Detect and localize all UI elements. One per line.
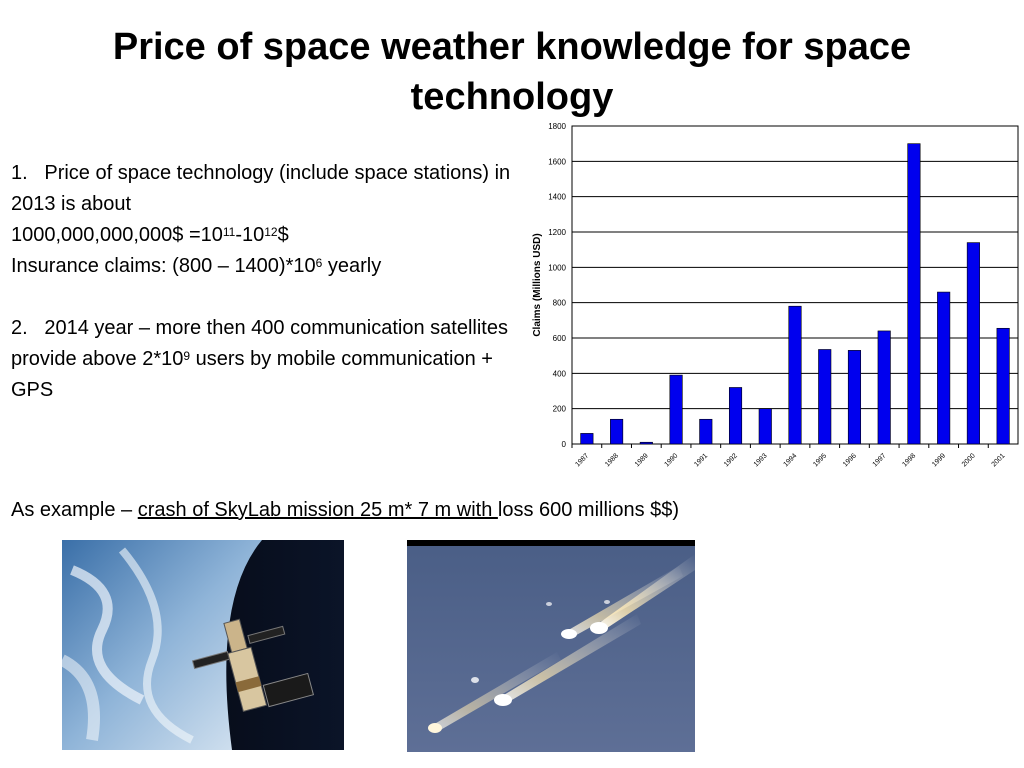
bar-1993 (758, 408, 772, 445)
bar-1998 (907, 143, 921, 445)
price-exponent-2: 12 (264, 225, 278, 239)
y-tick-label: 400 (553, 369, 567, 378)
x-tick-label: 1999 (931, 452, 947, 468)
price-exponent-1: 11 (222, 225, 236, 239)
body-text: 1. Price of space technology (include sp… (11, 158, 511, 406)
insurance-prefix: Insurance claims: (800 – 1400)*10 (11, 255, 316, 277)
y-tick-label: 0 (562, 440, 567, 449)
x-tick-label: 1989 (634, 452, 650, 468)
slide-title: Price of space weather knowledge for spa… (112, 26, 912, 118)
y-tick-label: 1000 (548, 263, 566, 272)
bar-1992 (728, 387, 743, 445)
x-tick-label: 2001 (991, 452, 1007, 468)
point-1-line-1: 1. Price of space technology (include sp… (11, 158, 511, 220)
bar-1996 (847, 350, 862, 445)
users-exponent: 9 (183, 349, 191, 363)
bar-2001 (996, 327, 1010, 445)
price-middle: -10 (235, 224, 265, 246)
chart-y-axis-label: Claims (Millions USD) (532, 233, 543, 336)
example-underlined: crash of SkyLab mission 25 m* 7 m with (137, 499, 498, 521)
y-tick-label: 1800 (548, 122, 566, 131)
example-line: As example – crash of SkyLab mission 25 … (11, 496, 679, 524)
bar-1995 (818, 349, 832, 445)
y-tick-label: 200 (553, 405, 567, 414)
point-1-number: 1. (11, 162, 28, 184)
point-1-line-2: 1000,000,000,000$ =1011-1012$ (11, 220, 511, 251)
insurance-suffix: yearly (322, 255, 382, 277)
price-prefix: 1000,000,000,000$ =10 (11, 224, 223, 246)
x-tick-label: 1998 (901, 452, 917, 468)
x-tick-label: 1995 (812, 452, 828, 468)
x-tick-label: 1997 (872, 452, 888, 468)
example-prefix: As example – (11, 499, 138, 521)
point-2-text: 2014 year – more then 400 communication … (11, 317, 508, 370)
bar-1994 (788, 305, 802, 445)
bar-1997 (877, 330, 891, 445)
x-tick-label: 1988 (604, 452, 620, 468)
bar-2000 (966, 242, 980, 445)
insurance-exponent: 6 (315, 256, 323, 270)
x-tick-label: 1994 (782, 452, 798, 468)
x-tick-label: 1992 (723, 452, 739, 468)
example-suffix: loss 600 millions $$) (497, 499, 680, 521)
chart-x-ticks: 1987 1988 1989 1990 1991 1992 1993 1994 1995 1996… (571, 444, 1007, 468)
x-tick-label: 1996 (842, 452, 858, 468)
y-tick-label: 1400 (548, 193, 566, 202)
point-1-text: Price of space technology (include space… (11, 162, 511, 215)
x-tick-label: 1990 (664, 452, 680, 468)
y-tick-label: 1600 (548, 157, 566, 166)
skylab-reentry-photo (407, 540, 695, 752)
x-tick-label: 1991 (693, 452, 709, 468)
chart-bars (580, 143, 1010, 445)
bar-1991 (699, 418, 713, 445)
point-2-suffix: users by mobile communication + GPS (11, 348, 493, 401)
price-suffix: $ (277, 224, 289, 246)
skylab-photo (62, 540, 344, 750)
bar-1988 (610, 418, 624, 445)
bar-1990 (669, 374, 683, 445)
bar-1989 (639, 441, 653, 445)
x-tick-label: 1987 (574, 452, 590, 468)
point-1-line-3: Insurance claims: (800 – 1400)*106 yearl… (11, 251, 511, 282)
point-2-number: 2. (11, 317, 28, 339)
y-tick-label: 1200 (548, 228, 566, 237)
chart-y-ticks: 0 200 400 600 800 1000 1200 1400 1600 1800 (548, 122, 566, 449)
x-tick-label: 1993 (753, 452, 769, 468)
point-2: 2. 2014 year – more then 400 communicati… (11, 313, 511, 406)
y-tick-label: 800 (553, 299, 567, 308)
bar-1987 (580, 433, 594, 445)
y-tick-label: 600 (553, 334, 567, 343)
bar-1999 (937, 291, 951, 445)
x-tick-label: 2000 (961, 452, 977, 468)
